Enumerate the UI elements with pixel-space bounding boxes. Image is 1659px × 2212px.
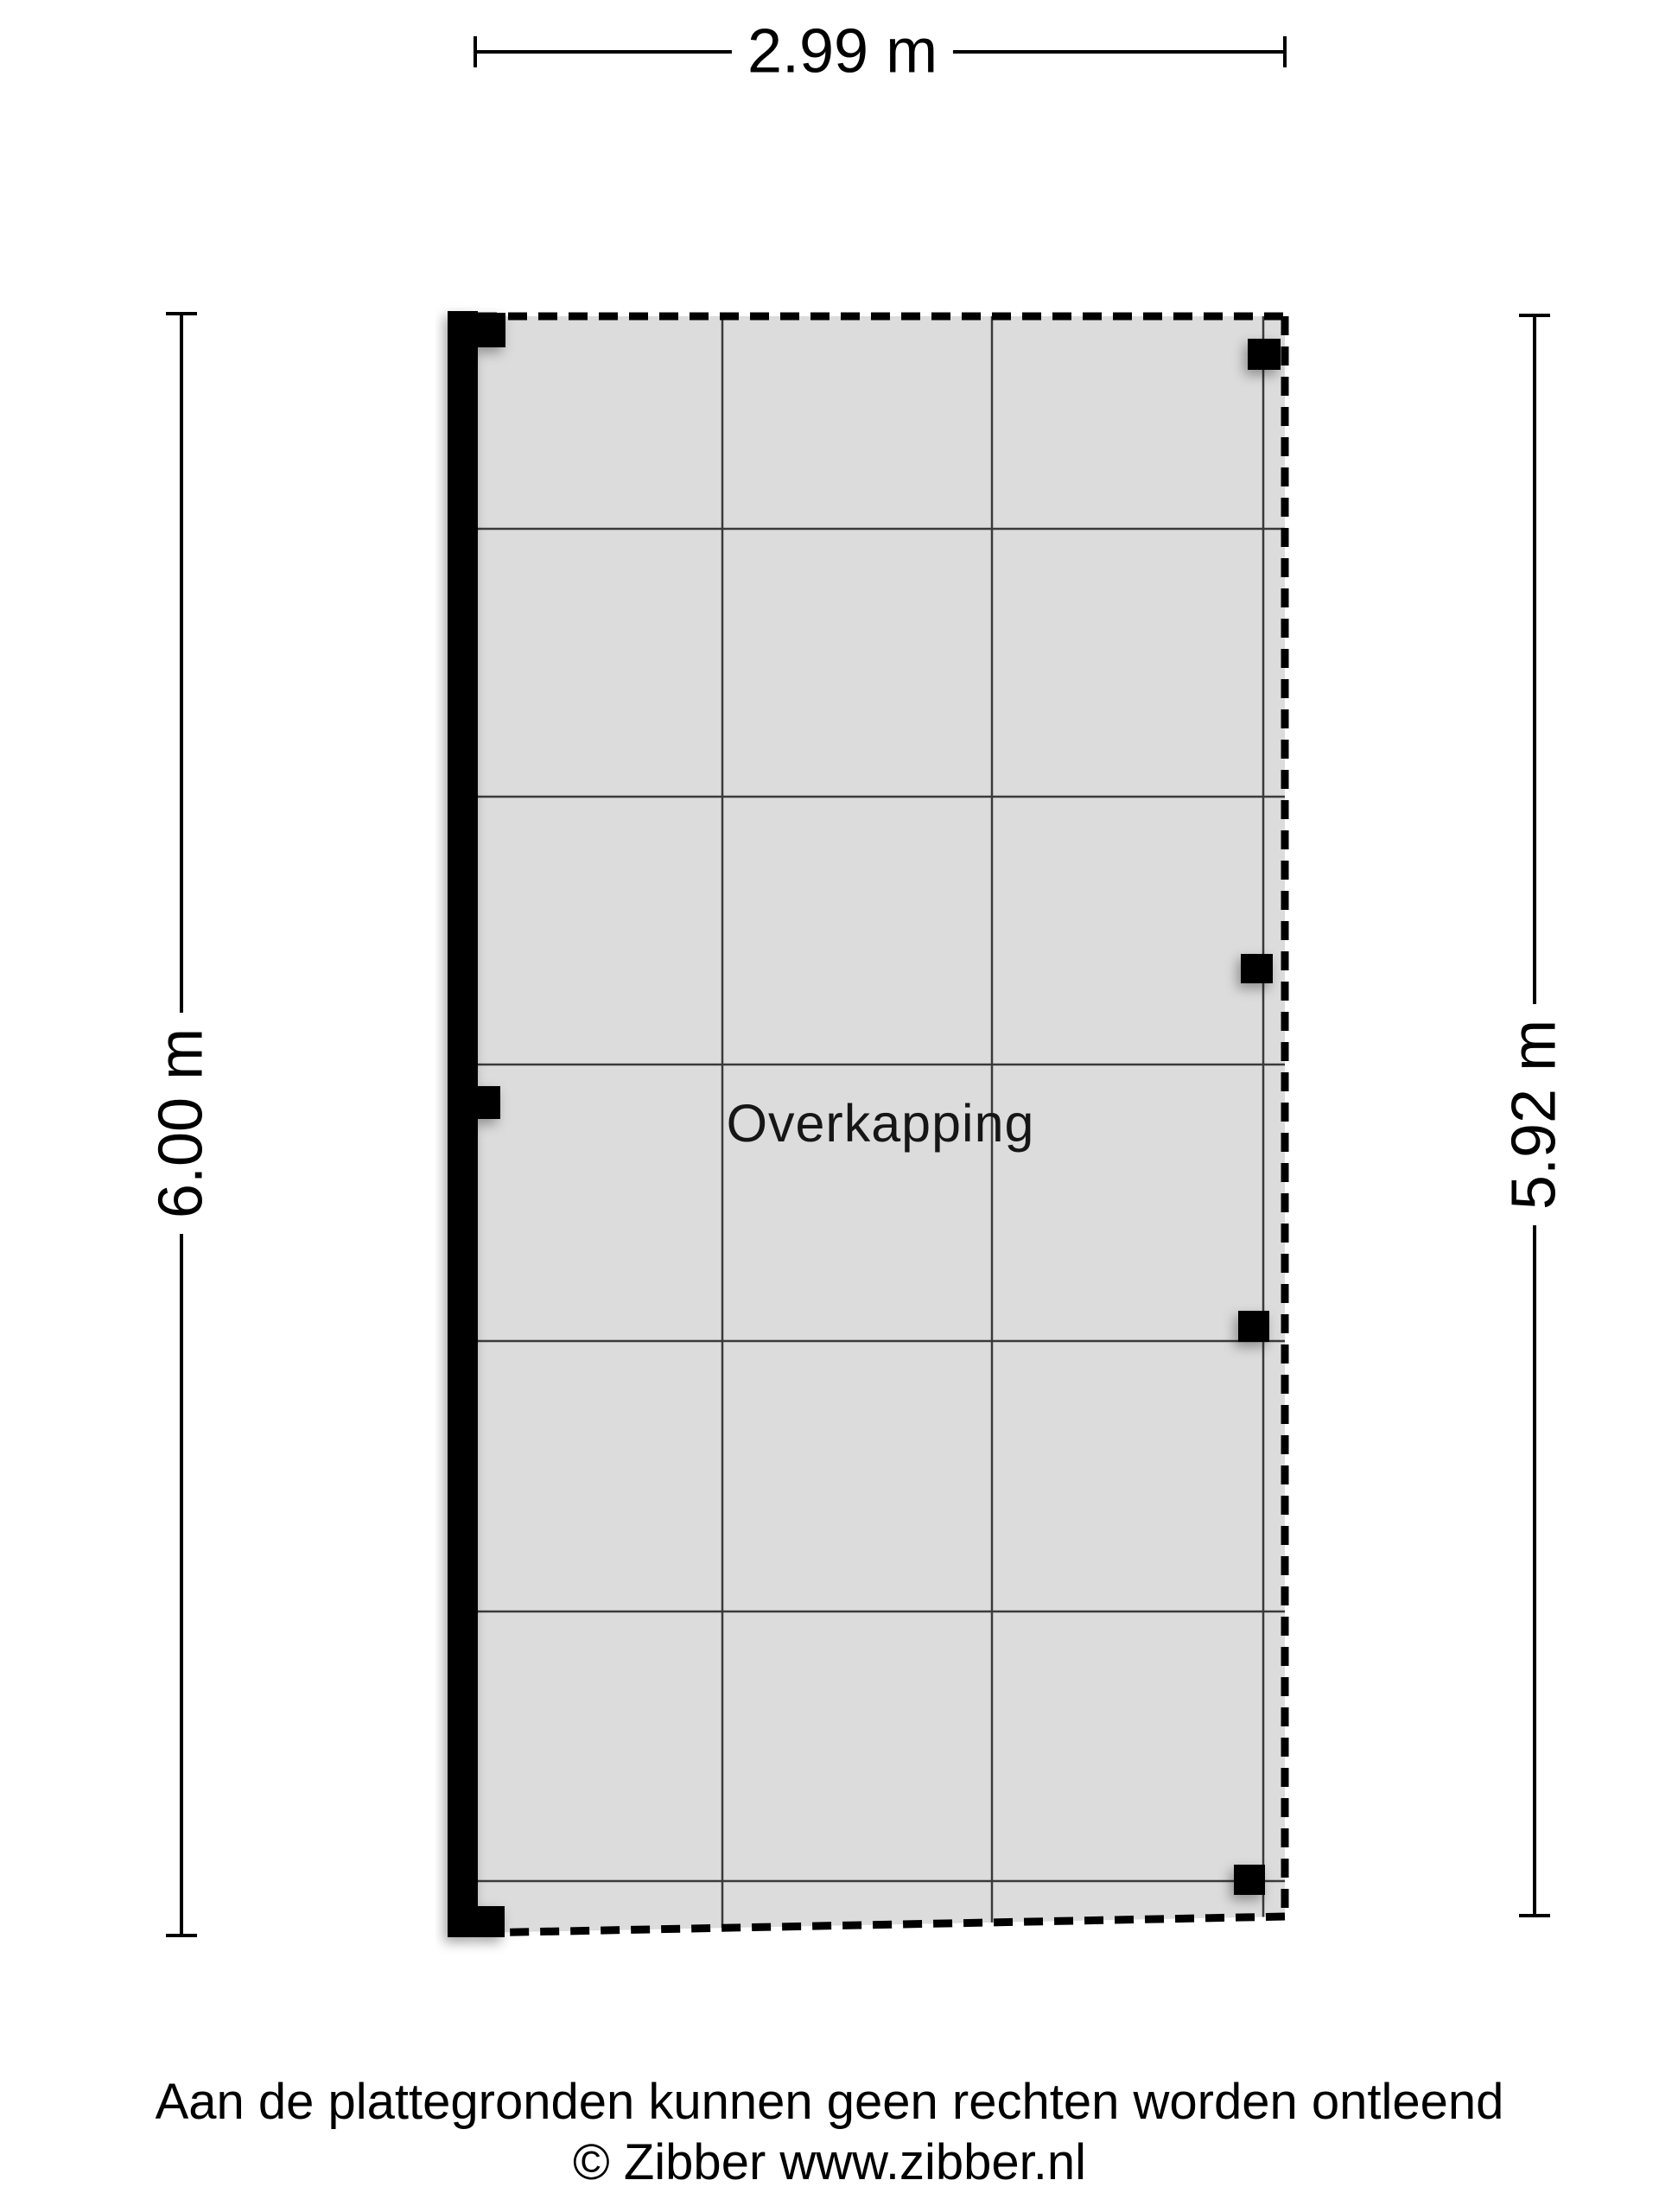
roof-grid-lines [478,316,1285,1933]
post-bottom-left [478,1906,505,1937]
post-bottom-right [1234,1865,1265,1895]
post-top-left [478,313,505,347]
post-left-middle [478,1086,500,1119]
dimension-label-right: 5.92 m [1499,1003,1569,1226]
roof-slab [478,316,1285,1933]
left-wall [448,311,478,1937]
roof-posts [478,313,1281,1937]
footer: Aan de plattegronden kunnen geen rechten… [0,2072,1659,2193]
dimension-label-left: 6.00 m [146,1012,216,1235]
room-label: Overkapping [726,1094,1035,1153]
dimension-label-top: 2.99 m [731,17,954,86]
post-right-upper [1241,954,1273,983]
post-top-right [1248,339,1281,370]
copyright-text: © Zibber www.zibber.nl [573,2134,1086,2190]
post-right-lower [1238,1311,1269,1342]
roof-outline-dashed [477,312,1289,1937]
disclaimer-text: Aan de plattegronden kunnen geen rechten… [155,2074,1504,2130]
